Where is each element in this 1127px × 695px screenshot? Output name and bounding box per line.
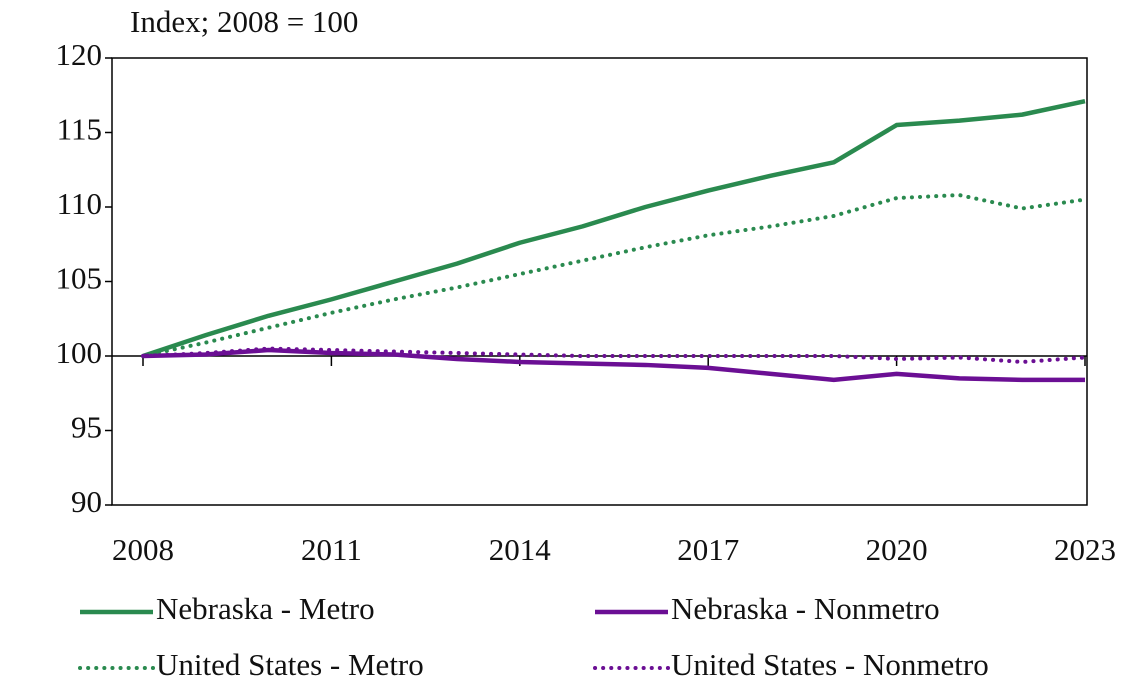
x-tick-label: 2020 — [866, 532, 928, 567]
x-tick-label: 2017 — [677, 532, 739, 567]
y-tick-label: 120 — [56, 37, 103, 72]
y-tick-label: 100 — [56, 335, 103, 370]
plot-frame — [111, 57, 1088, 506]
legend-label: Nebraska - Metro — [156, 591, 375, 626]
y-tick-label: 105 — [56, 261, 103, 296]
legend-label: United States - Metro — [156, 647, 424, 682]
x-tick-label: 2014 — [489, 532, 552, 567]
y-tick-label: 95 — [71, 410, 102, 445]
y-tick-label: 115 — [57, 112, 102, 147]
series-line — [141, 193, 1087, 358]
y-tick-label: 110 — [57, 186, 102, 221]
x-tick-label: 2023 — [1054, 532, 1116, 567]
x-tick-label: 2008 — [112, 532, 174, 567]
y-axis-label: Index; 2008 = 100 — [130, 4, 358, 39]
series-line — [142, 99, 1086, 359]
x-tick-label: 2011 — [301, 532, 362, 567]
series-line — [141, 346, 1087, 364]
y-tick-label: 90 — [71, 484, 102, 519]
legend-label: Nebraska - Nonmetro — [671, 591, 940, 626]
series-line — [142, 347, 1085, 383]
legend-label: United States - Nonmetro — [671, 647, 989, 682]
